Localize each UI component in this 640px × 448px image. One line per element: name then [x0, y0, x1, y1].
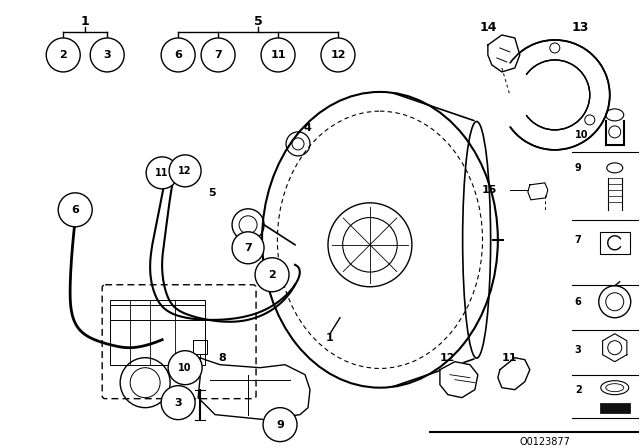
Circle shape: [168, 351, 202, 385]
Text: 2: 2: [575, 385, 582, 395]
Text: 11: 11: [502, 353, 518, 363]
Text: 7: 7: [575, 235, 582, 245]
Text: 2: 2: [60, 50, 67, 60]
Circle shape: [169, 155, 201, 187]
Circle shape: [261, 38, 295, 72]
Text: 6: 6: [71, 205, 79, 215]
Circle shape: [321, 38, 355, 72]
Text: 6: 6: [575, 297, 582, 307]
Text: 10: 10: [179, 363, 192, 373]
Text: 7: 7: [214, 50, 222, 60]
Text: 2: 2: [268, 270, 276, 280]
Wedge shape: [495, 60, 555, 129]
Text: 11: 11: [270, 50, 286, 60]
Text: 5: 5: [208, 188, 216, 198]
Text: 10: 10: [575, 130, 588, 140]
Circle shape: [161, 38, 195, 72]
Text: 1: 1: [326, 333, 334, 343]
Bar: [110, 300, 205, 365]
Text: 9: 9: [276, 420, 284, 430]
Text: 8: 8: [218, 353, 226, 363]
Polygon shape: [488, 35, 520, 72]
Text: 12: 12: [179, 166, 192, 176]
Circle shape: [90, 38, 124, 72]
Text: 3: 3: [575, 345, 582, 355]
Circle shape: [46, 38, 80, 72]
Text: O0123877: O0123877: [520, 437, 570, 447]
Circle shape: [161, 386, 195, 420]
Circle shape: [201, 38, 235, 72]
Text: 7: 7: [244, 243, 252, 253]
Circle shape: [58, 193, 92, 227]
Text: 9: 9: [575, 163, 582, 173]
Text: 5: 5: [253, 16, 262, 29]
Circle shape: [263, 408, 297, 442]
Text: 11: 11: [156, 168, 169, 178]
Text: 1: 1: [81, 16, 90, 29]
Text: 15: 15: [481, 185, 497, 195]
Circle shape: [146, 157, 178, 189]
Polygon shape: [440, 362, 478, 398]
Polygon shape: [498, 358, 530, 390]
Text: 3: 3: [174, 398, 182, 408]
Text: 12: 12: [330, 50, 346, 60]
Text: 14: 14: [479, 22, 497, 34]
Text: 13: 13: [571, 22, 588, 34]
Circle shape: [232, 232, 264, 264]
Text: 6: 6: [174, 50, 182, 60]
Bar: [600, 403, 630, 413]
Bar: [193, 340, 207, 354]
Text: 12: 12: [440, 353, 456, 363]
Text: 3: 3: [104, 50, 111, 60]
Circle shape: [255, 258, 289, 292]
Text: 4: 4: [303, 123, 311, 133]
Bar: [600, 232, 630, 254]
